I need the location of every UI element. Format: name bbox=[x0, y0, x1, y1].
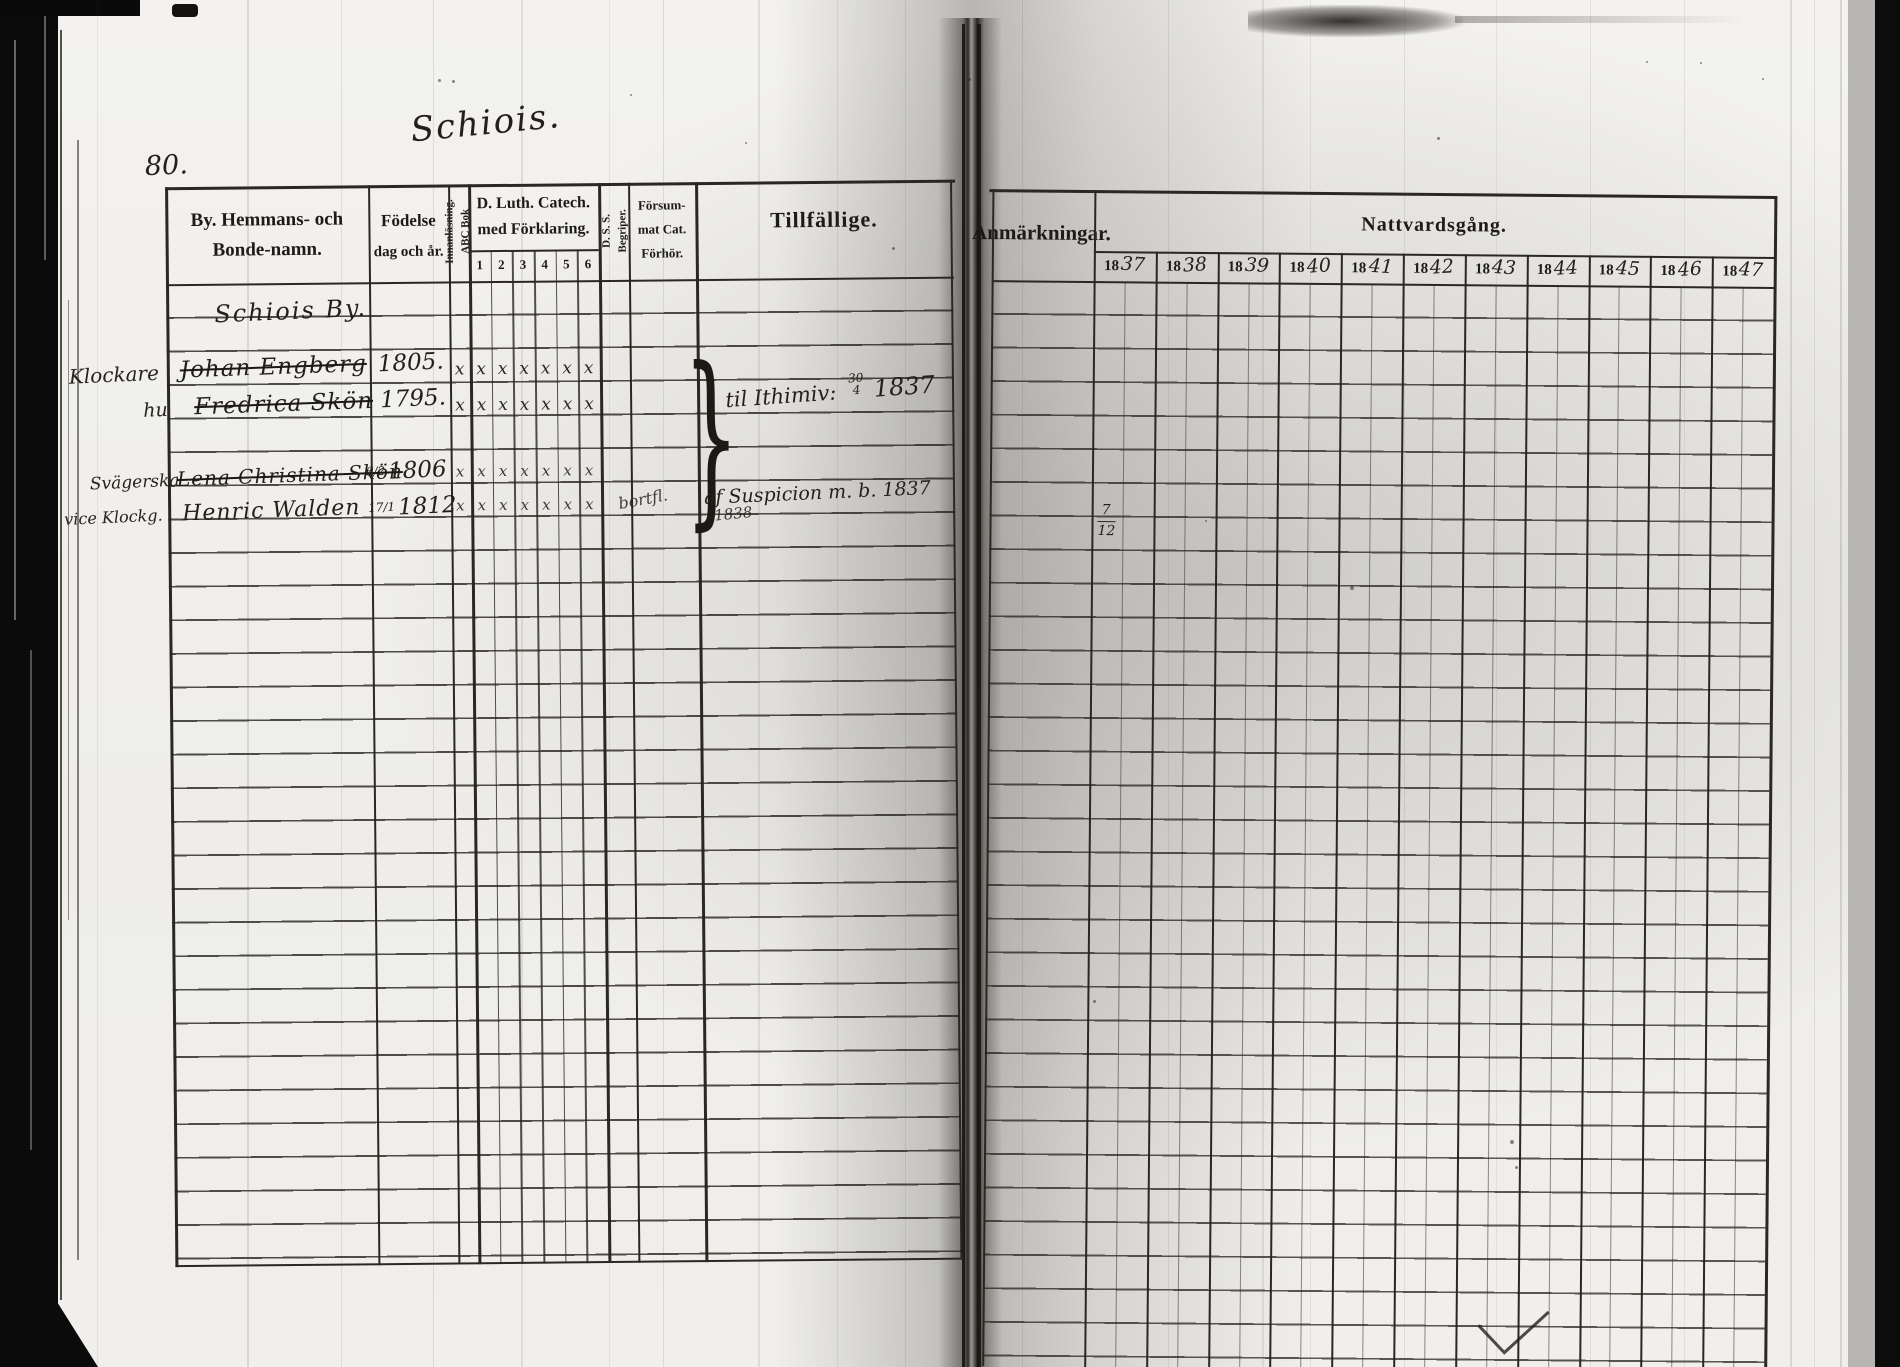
spine-line bbox=[962, 24, 965, 1367]
year-written: 46 bbox=[1676, 257, 1703, 281]
scan-speck bbox=[968, 78, 971, 81]
scan-streak bbox=[97, 0, 98, 1367]
scan-speck bbox=[438, 79, 441, 82]
scan-streak bbox=[1168, 0, 1169, 1367]
scan-streak bbox=[905, 0, 906, 1367]
year-printed: 18 bbox=[1104, 258, 1120, 275]
year-written: 45 bbox=[1614, 256, 1641, 281]
year-cell: 18 38 bbox=[1155, 253, 1217, 282]
page-edge-line bbox=[68, 300, 69, 920]
year-cell: 18 42 bbox=[1403, 255, 1465, 284]
year-written: 41 bbox=[1367, 254, 1394, 279]
scan-speck bbox=[1205, 520, 1207, 522]
scan-speck bbox=[1762, 78, 1764, 80]
band-scratch bbox=[14, 40, 16, 620]
scan-streak bbox=[1310, 0, 1311, 1367]
scan-streak bbox=[1262, 0, 1264, 1367]
page-edge-line bbox=[77, 140, 79, 1260]
scan-streak bbox=[1840, 0, 1842, 1367]
top-smudge-trail bbox=[1455, 16, 1745, 23]
year-cell: 18 47 bbox=[1712, 258, 1774, 286]
year-printed: 18 bbox=[1413, 260, 1429, 277]
grid-line-h bbox=[989, 189, 1777, 199]
row-lines bbox=[982, 281, 1774, 1367]
stray-check-mark bbox=[1477, 1310, 1550, 1355]
year-written: 44 bbox=[1553, 256, 1579, 280]
scan-streak bbox=[663, 0, 664, 1367]
scan-streak bbox=[1590, 0, 1591, 1367]
year-printed: 18 bbox=[1598, 262, 1614, 279]
scan-speck bbox=[745, 142, 747, 144]
year-cell: 18 46 bbox=[1650, 257, 1712, 286]
scan-speck bbox=[1510, 1140, 1514, 1144]
scan-speck bbox=[1700, 62, 1702, 64]
scan-streak bbox=[1814, 0, 1815, 1367]
scan-speck bbox=[1093, 1000, 1096, 1003]
year-written: 39 bbox=[1244, 253, 1270, 278]
scan-left-black-band bbox=[0, 0, 58, 1367]
year-printed: 18 bbox=[1660, 262, 1676, 280]
scan-right-black-band bbox=[1875, 0, 1900, 1367]
scan-streak bbox=[1684, 0, 1685, 1367]
year-cell: 18 41 bbox=[1341, 255, 1403, 283]
top-edge-blob bbox=[172, 4, 198, 17]
scan-speck bbox=[1646, 61, 1648, 63]
year-written: 47 bbox=[1738, 258, 1765, 282]
spine-line bbox=[977, 24, 981, 1367]
year-cell: 18 44 bbox=[1526, 256, 1588, 285]
year-cell: 18 39 bbox=[1217, 254, 1279, 282]
communion-mark-top: 7 bbox=[1101, 502, 1111, 519]
communion-mark-bottom: 12 bbox=[1097, 521, 1116, 540]
year-written: 42 bbox=[1429, 255, 1456, 279]
scan-streak bbox=[1404, 0, 1405, 1367]
year-written: 37 bbox=[1120, 252, 1146, 277]
scan-streak bbox=[247, 0, 249, 1367]
year-printed: 18 bbox=[1474, 261, 1491, 278]
scan-speck bbox=[892, 247, 895, 250]
band-scratch bbox=[44, 0, 46, 260]
band-scratch bbox=[30, 650, 32, 1150]
year-cell: 18 45 bbox=[1588, 257, 1650, 285]
year-printed: 18 bbox=[1227, 259, 1243, 276]
scan-speck bbox=[630, 94, 632, 96]
scan-streak bbox=[341, 0, 342, 1367]
year-written: 38 bbox=[1182, 253, 1208, 277]
year-cell: 18 37 bbox=[1094, 253, 1156, 281]
header-nattvardsgang: Nattvardsgång. bbox=[1361, 213, 1508, 237]
year-printed: 18 bbox=[1351, 260, 1367, 277]
scan-streak bbox=[1022, 0, 1023, 1367]
year-printed: 18 bbox=[1289, 259, 1305, 276]
year-printed: 18 bbox=[1536, 261, 1552, 279]
top-left-black-bar bbox=[0, 0, 140, 16]
top-smudge bbox=[1248, 5, 1463, 37]
scan-speck bbox=[452, 80, 455, 83]
scan-streak bbox=[1496, 0, 1497, 1367]
year-printed: 18 bbox=[1722, 263, 1738, 280]
scan-streak bbox=[1790, 0, 1792, 1367]
scan-streak bbox=[758, 0, 760, 1367]
page-edge-line bbox=[60, 30, 62, 1300]
scan-streak bbox=[521, 0, 523, 1367]
scan-streak bbox=[609, 0, 610, 1367]
scan-speck bbox=[1437, 137, 1440, 140]
scan-right-gray-strip bbox=[1848, 0, 1875, 1367]
scan-streak bbox=[837, 0, 838, 1367]
scan-speck bbox=[1515, 1166, 1518, 1169]
scan-speck bbox=[1350, 586, 1354, 590]
scan-streak bbox=[433, 0, 434, 1367]
